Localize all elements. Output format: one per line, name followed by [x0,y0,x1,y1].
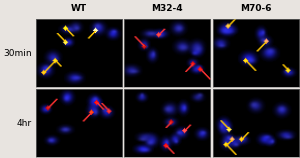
Text: 4hr: 4hr [16,118,32,128]
Text: 30min: 30min [3,49,32,58]
Text: M70-6: M70-6 [240,4,272,13]
Text: M32-4: M32-4 [152,4,183,13]
Text: WT: WT [71,4,87,13]
